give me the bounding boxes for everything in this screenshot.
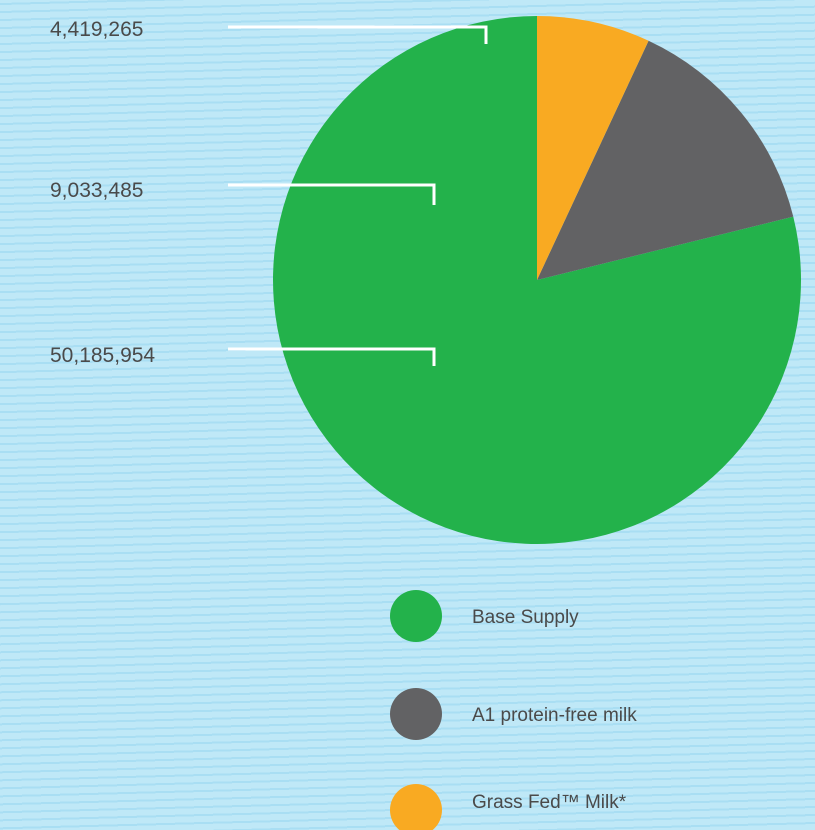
value-label-grass-fed: 4,419,265 xyxy=(50,18,143,41)
legend: Base Supply A1 protein-free milk Grass F… xyxy=(390,590,637,830)
value-label-base-supply: 50,185,954 xyxy=(50,344,155,367)
legend-swatch-grass-fed xyxy=(390,784,442,830)
pie-slices xyxy=(272,15,801,544)
leader-line-a1-protein-free xyxy=(228,183,436,205)
slice-a1-protein-free xyxy=(537,40,794,281)
value-labels: 50,185,954 9,033,485 4,419,265 xyxy=(50,18,155,367)
leader-line-grass-fed xyxy=(228,25,488,44)
legend-label-a1-protein-free: A1 protein-free milk xyxy=(472,705,637,726)
leader-line-base-supply xyxy=(228,347,436,366)
value-label-a1-protein-free: 9,033,485 xyxy=(50,179,143,202)
slice-grass-fed xyxy=(537,15,649,280)
legend-label-base-supply: Base Supply xyxy=(472,607,579,628)
legend-swatch-a1-protein-free xyxy=(390,688,442,740)
legend-label-grass-fed: Grass Fed™ Milk* xyxy=(472,792,627,813)
slice-base-supply xyxy=(272,16,801,544)
leader-lines xyxy=(228,25,488,366)
legend-swatch-base-supply xyxy=(390,590,442,642)
